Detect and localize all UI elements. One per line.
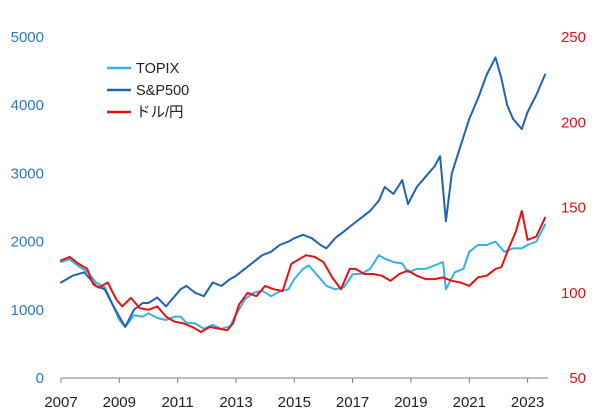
legend: TOPIX S&P500 ドル/円 bbox=[107, 61, 189, 121]
left-axis-ticks: 0 1000 2000 3000 4000 5000 bbox=[11, 29, 44, 387]
right-tick-label: 100 bbox=[561, 285, 586, 302]
x-tick-label: 2015 bbox=[278, 394, 311, 411]
series-line-0 bbox=[60, 223, 547, 330]
left-tick-label: 4000 bbox=[11, 97, 44, 114]
right-axis-ticks: 50 100 150 200 250 bbox=[561, 29, 586, 387]
left-tick-label: 3000 bbox=[11, 165, 44, 182]
left-tick-label: 0 bbox=[36, 370, 44, 387]
right-tick-label: 50 bbox=[569, 370, 586, 387]
series-line-1 bbox=[60, 56, 547, 328]
right-tick-label: 200 bbox=[561, 114, 586, 131]
x-tick-label: 2021 bbox=[453, 394, 486, 411]
x-tick-label: 2007 bbox=[44, 394, 77, 411]
x-axis-ticks: 2007 2009 2011 2013 2015 2017 2019 2021 2023 bbox=[44, 378, 544, 411]
legend-label: ドル/円 bbox=[136, 105, 184, 121]
x-tick-label: 2013 bbox=[219, 394, 252, 411]
legend-label: S&P500 bbox=[136, 83, 189, 99]
series-line-2 bbox=[60, 209, 547, 333]
x-tick-label: 2019 bbox=[394, 394, 427, 411]
x-tick-label: 2017 bbox=[336, 394, 369, 411]
left-tick-label: 2000 bbox=[11, 234, 44, 251]
series-lines bbox=[60, 56, 547, 333]
left-tick-label: 5000 bbox=[11, 29, 44, 46]
left-tick-label: 1000 bbox=[11, 302, 44, 319]
x-tick-label: 2011 bbox=[161, 394, 193, 411]
legend-label: TOPIX bbox=[136, 61, 180, 77]
x-tick-label: 2023 bbox=[511, 394, 544, 411]
right-tick-label: 250 bbox=[561, 29, 586, 46]
right-tick-label: 150 bbox=[561, 200, 586, 217]
x-tick-label: 2009 bbox=[103, 394, 136, 411]
